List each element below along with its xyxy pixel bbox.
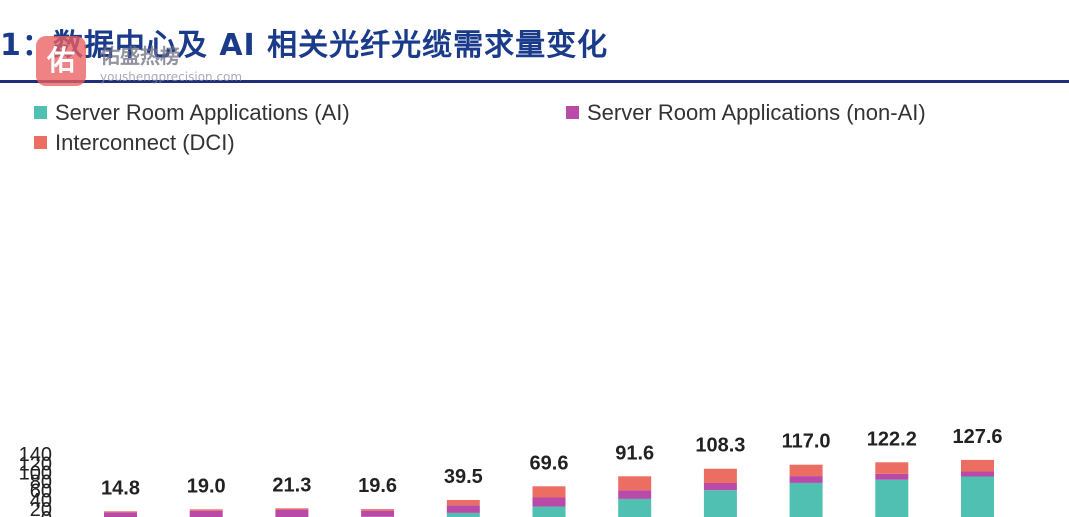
bar-segment-dci bbox=[618, 476, 652, 491]
bar-segment-non-ai bbox=[875, 473, 909, 480]
bar-segment-ai bbox=[875, 479, 909, 517]
y-tick-label: 40 bbox=[30, 490, 52, 512]
bar-segment-non-ai bbox=[961, 471, 994, 477]
bar-segment-dci bbox=[104, 511, 137, 513]
bar-segment-non-ai bbox=[275, 509, 309, 517]
bar-segment-non-ai bbox=[703, 482, 737, 491]
legend-item-non-ai: Server Room Applications (non-AI) bbox=[566, 100, 926, 125]
bar-total-label: 117.0 bbox=[782, 431, 831, 453]
bar-segment-ai bbox=[961, 476, 994, 517]
legend-swatch-dci bbox=[34, 135, 47, 149]
bar-total-label: 108.3 bbox=[695, 435, 745, 457]
bar-total-label: 14.8 bbox=[101, 477, 140, 499]
bar-total-label: 127.6 bbox=[952, 426, 1002, 448]
legend-swatch-non-ai bbox=[566, 105, 579, 119]
bar-segment-non-ai bbox=[189, 510, 223, 517]
bar-segment-dci bbox=[789, 464, 823, 477]
bar-segment-dci bbox=[532, 486, 566, 498]
legend-label-ai: Server Room Applications (AI) bbox=[55, 100, 350, 125]
bar-segment-ai bbox=[789, 482, 823, 517]
bar-total-label: 21.3 bbox=[272, 474, 311, 496]
bar-segment-ai bbox=[446, 513, 480, 517]
watermark: 佑 佑盛热榜 youshengprecision.com bbox=[36, 36, 298, 88]
watermark-logo-icon: 佑 bbox=[36, 36, 86, 86]
legend-item-ai: Server Room Applications (AI) bbox=[34, 100, 350, 125]
bar-total-label: 39.5 bbox=[444, 466, 483, 488]
watermark-name: 佑盛热榜 bbox=[100, 44, 180, 68]
title-rule bbox=[0, 80, 1069, 83]
watermark-url: youshengprecision.com bbox=[100, 70, 243, 84]
bar-segment-dci bbox=[189, 509, 223, 511]
bar-segment-non-ai bbox=[446, 505, 480, 513]
bar-segment-ai bbox=[532, 506, 566, 517]
bar-total-label: 122.2 bbox=[867, 428, 917, 450]
legend-label-non-ai: Server Room Applications (non-AI) bbox=[587, 100, 926, 125]
y-tick-label: 20 bbox=[30, 499, 52, 517]
bar-segment-non-ai bbox=[532, 497, 566, 507]
bar-segment-dci bbox=[361, 509, 395, 511]
bar-segment-non-ai bbox=[789, 476, 823, 483]
bar-segment-ai bbox=[703, 490, 737, 517]
bar-total-label: 91.6 bbox=[615, 442, 654, 464]
y-tick-label: 60 bbox=[30, 481, 52, 503]
legend-label-dci: Interconnect (DCI) bbox=[55, 130, 235, 155]
y-tick-label: 80 bbox=[30, 472, 52, 494]
bar-segment-dci bbox=[961, 459, 994, 472]
bar-segment-ai bbox=[618, 498, 652, 517]
y-tick-label: 120 bbox=[19, 453, 52, 475]
y-tick-label: 100 bbox=[19, 462, 52, 484]
y-tick-label: 0 bbox=[41, 508, 52, 517]
bar-total-label: 69.6 bbox=[530, 452, 569, 474]
bar-total-label: 19.6 bbox=[358, 475, 397, 497]
chart-title: 1：数据中心及 AI 相关光纤光缆需求量变化 bbox=[0, 28, 609, 63]
bar-total-label: 19.0 bbox=[187, 475, 226, 497]
bar-segment-dci bbox=[875, 462, 909, 474]
bar-segment-non-ai bbox=[618, 490, 652, 499]
bar-segment-dci bbox=[446, 500, 480, 506]
bar-segment-non-ai bbox=[104, 512, 137, 517]
legend-swatch-ai bbox=[34, 105, 47, 119]
bar-segment-non-ai bbox=[361, 510, 395, 517]
bar-segment-dci bbox=[275, 508, 309, 510]
legend-item-dci: Interconnect (DCI) bbox=[34, 130, 235, 155]
bar-segment-dci bbox=[703, 468, 737, 483]
y-tick-label: 140 bbox=[19, 444, 52, 466]
